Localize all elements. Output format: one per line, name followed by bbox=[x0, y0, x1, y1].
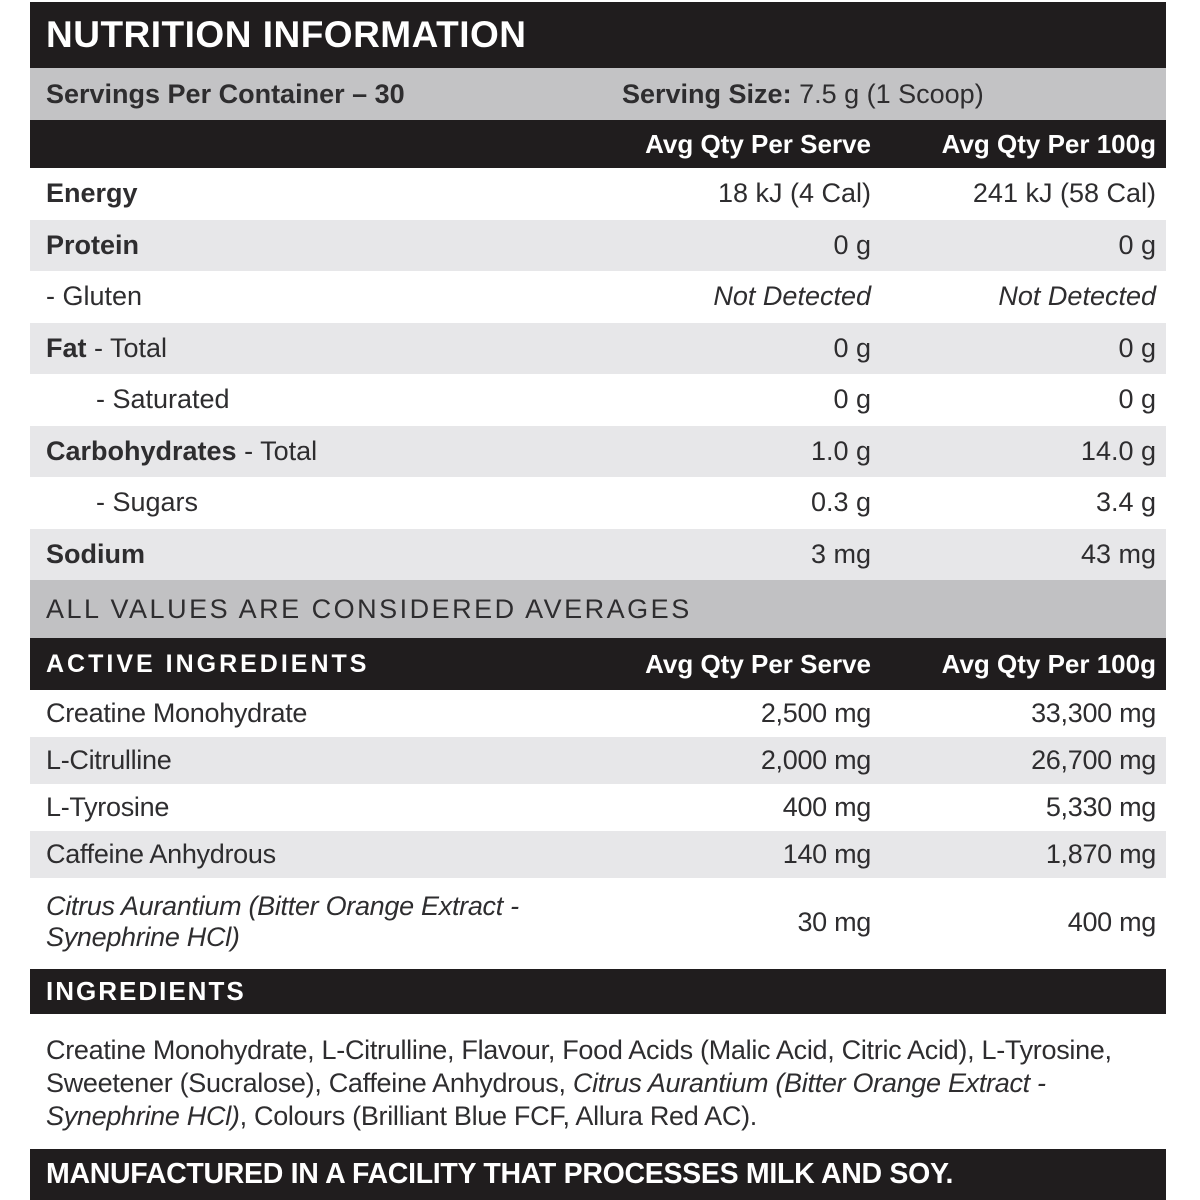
servings-per-container: Servings Per Container – 30 bbox=[46, 78, 405, 109]
serving-size-value: 7.5 g (1 Scoop) bbox=[799, 78, 984, 109]
row-value-per-100g: 33,300 mg bbox=[1031, 698, 1156, 728]
row-label: Protein bbox=[46, 229, 140, 260]
table-row-fat-total: Fat - Total 0 g 0 g bbox=[30, 322, 1166, 374]
table-row-sodium: Sodium 3 mg 43 mg bbox=[30, 528, 1166, 580]
row-value-per-100g: 5,330 mg bbox=[1045, 792, 1156, 822]
row-value-per-100g: 26,700 mg bbox=[1031, 745, 1156, 775]
row-value-per-serve: Not Detected bbox=[713, 281, 871, 312]
ingredients-header-bar: INGREDIENTS bbox=[30, 969, 1166, 1014]
active-row-citrulline: L-Citrulline 2,000 mg 26,700 mg bbox=[30, 737, 1166, 784]
row-label: L-Citrulline bbox=[46, 745, 172, 775]
averages-note: ALL VALUES ARE CONSIDERED AVERAGES bbox=[46, 593, 692, 624]
row-label: L-Tyrosine bbox=[46, 792, 170, 822]
ingredients-title: INGREDIENTS bbox=[46, 976, 246, 1006]
row-value-per-100g: 241 kJ (58 Cal) bbox=[972, 178, 1156, 209]
table-row-saturated: - Saturated 0 g 0 g bbox=[30, 374, 1166, 426]
averages-note-bar: ALL VALUES ARE CONSIDERED AVERAGES bbox=[30, 580, 1166, 638]
table-row-energy: Energy 18 kJ (4 Cal) 241 kJ (58 Cal) bbox=[30, 168, 1166, 220]
row-value-per-serve: 0 g bbox=[833, 229, 871, 260]
row-value-per-100g: 400 mg bbox=[1067, 906, 1157, 937]
ingredients-text-regular: , Colours (Brilliant Blue FCF, Allura Re… bbox=[239, 1101, 758, 1131]
ingredients-text-regular: Creatine Monohydrate, L-Citrulline, Flav… bbox=[46, 1035, 1112, 1098]
column-header-per-100g: Avg Qty Per 100g bbox=[941, 648, 1156, 679]
row-label: Sodium bbox=[46, 538, 145, 569]
row-value-per-serve: 3 mg bbox=[810, 538, 871, 569]
column-header-per-serve: Avg Qty Per Serve bbox=[645, 648, 871, 679]
row-value-per-serve: 400 mg bbox=[782, 792, 872, 822]
active-ingredients-title: ACTIVE INGREDIENTS bbox=[46, 649, 370, 678]
serving-size: Serving Size: 7.5 g (1 Scoop) bbox=[622, 79, 984, 110]
column-header-per-100g: Avg Qty Per 100g bbox=[941, 128, 1156, 159]
table-row-protein: Protein 0 g 0 g bbox=[30, 219, 1166, 271]
row-value-per-100g: Not Detected bbox=[998, 281, 1156, 312]
column-header-per-serve: Avg Qty Per Serve bbox=[645, 128, 871, 159]
row-value-per-serve: 2,500 mg bbox=[760, 698, 871, 728]
active-ingredients-header-bar: ACTIVE INGREDIENTS Avg Qty Per Serve Avg… bbox=[30, 638, 1166, 690]
row-value-per-100g: 14.0 g bbox=[1080, 435, 1156, 466]
title-bar: NUTRITION INFORMATION bbox=[30, 2, 1166, 68]
allergen-footer-bar: MANUFACTURED IN A FACILITY THAT PROCESSE… bbox=[30, 1149, 1166, 1200]
row-value-per-serve: 30 mg bbox=[797, 906, 871, 937]
row-value-per-serve: 2,000 mg bbox=[760, 745, 871, 775]
row-label: - Gluten bbox=[46, 281, 143, 312]
serving-size-label: Serving Size: bbox=[622, 78, 792, 109]
row-label: Caffeine Anhydrous bbox=[46, 839, 276, 869]
row-value-per-serve: 0 g bbox=[833, 384, 871, 415]
active-row-creatine: Creatine Monohydrate 2,500 mg 33,300 mg bbox=[30, 690, 1166, 737]
row-value-per-100g: 1,870 mg bbox=[1045, 839, 1156, 869]
servings-bar: Servings Per Container – 30 Serving Size… bbox=[30, 68, 1166, 120]
row-label: Citrus Aurantium (Bitter Orange Extract … bbox=[46, 891, 519, 952]
table-row-gluten: - Gluten Not Detected Not Detected bbox=[30, 271, 1166, 323]
column-header-bar: Avg Qty Per Serve Avg Qty Per 100g bbox=[30, 120, 1166, 168]
page-title: NUTRITION INFORMATION bbox=[46, 14, 527, 55]
row-value-per-100g: 0 g bbox=[1118, 384, 1156, 415]
table-row-carbohydrates: Carbohydrates - Total 1.0 g 14.0 g bbox=[30, 425, 1166, 477]
row-value-per-serve: 0.3 g bbox=[810, 487, 871, 518]
row-label: Fat - Total bbox=[46, 332, 168, 363]
ingredients-text-italic: Citrus Aurantium (Bitter Orange Extract … bbox=[46, 1068, 1046, 1131]
row-label: Creatine Monohydrate bbox=[46, 698, 308, 728]
row-value-per-serve: 0 g bbox=[833, 332, 871, 363]
row-value-per-serve: 140 mg bbox=[782, 839, 872, 869]
row-label: Energy bbox=[46, 178, 138, 209]
ingredients-paragraph: Creatine Monohydrate, L-Citrulline, Flav… bbox=[30, 1014, 1166, 1148]
row-value-per-100g: 0 g bbox=[1118, 332, 1156, 363]
row-value-per-serve: 18 kJ (4 Cal) bbox=[717, 178, 871, 209]
row-value-per-100g: 43 mg bbox=[1080, 538, 1156, 569]
row-label: Carbohydrates - Total bbox=[46, 435, 318, 466]
allergen-statement: MANUFACTURED IN A FACILITY THAT PROCESSE… bbox=[46, 1158, 954, 1190]
active-row-citrus-aurantium: Citrus Aurantium (Bitter Orange Extract … bbox=[30, 878, 1166, 966]
row-value-per-100g: 3.4 g bbox=[1095, 487, 1156, 518]
active-row-caffeine: Caffeine Anhydrous 140 mg 1,870 mg bbox=[30, 831, 1166, 878]
row-value-per-serve: 1.0 g bbox=[810, 435, 871, 466]
row-label: - Sugars bbox=[96, 487, 199, 518]
row-value-per-100g: 0 g bbox=[1118, 229, 1156, 260]
table-row-sugars: - Sugars 0.3 g 3.4 g bbox=[30, 477, 1166, 529]
nutrition-label: NUTRITION INFORMATION Servings Per Conta… bbox=[30, 2, 1166, 1200]
active-row-tyrosine: L-Tyrosine 400 mg 5,330 mg bbox=[30, 784, 1166, 831]
row-label: - Saturated bbox=[96, 384, 230, 415]
